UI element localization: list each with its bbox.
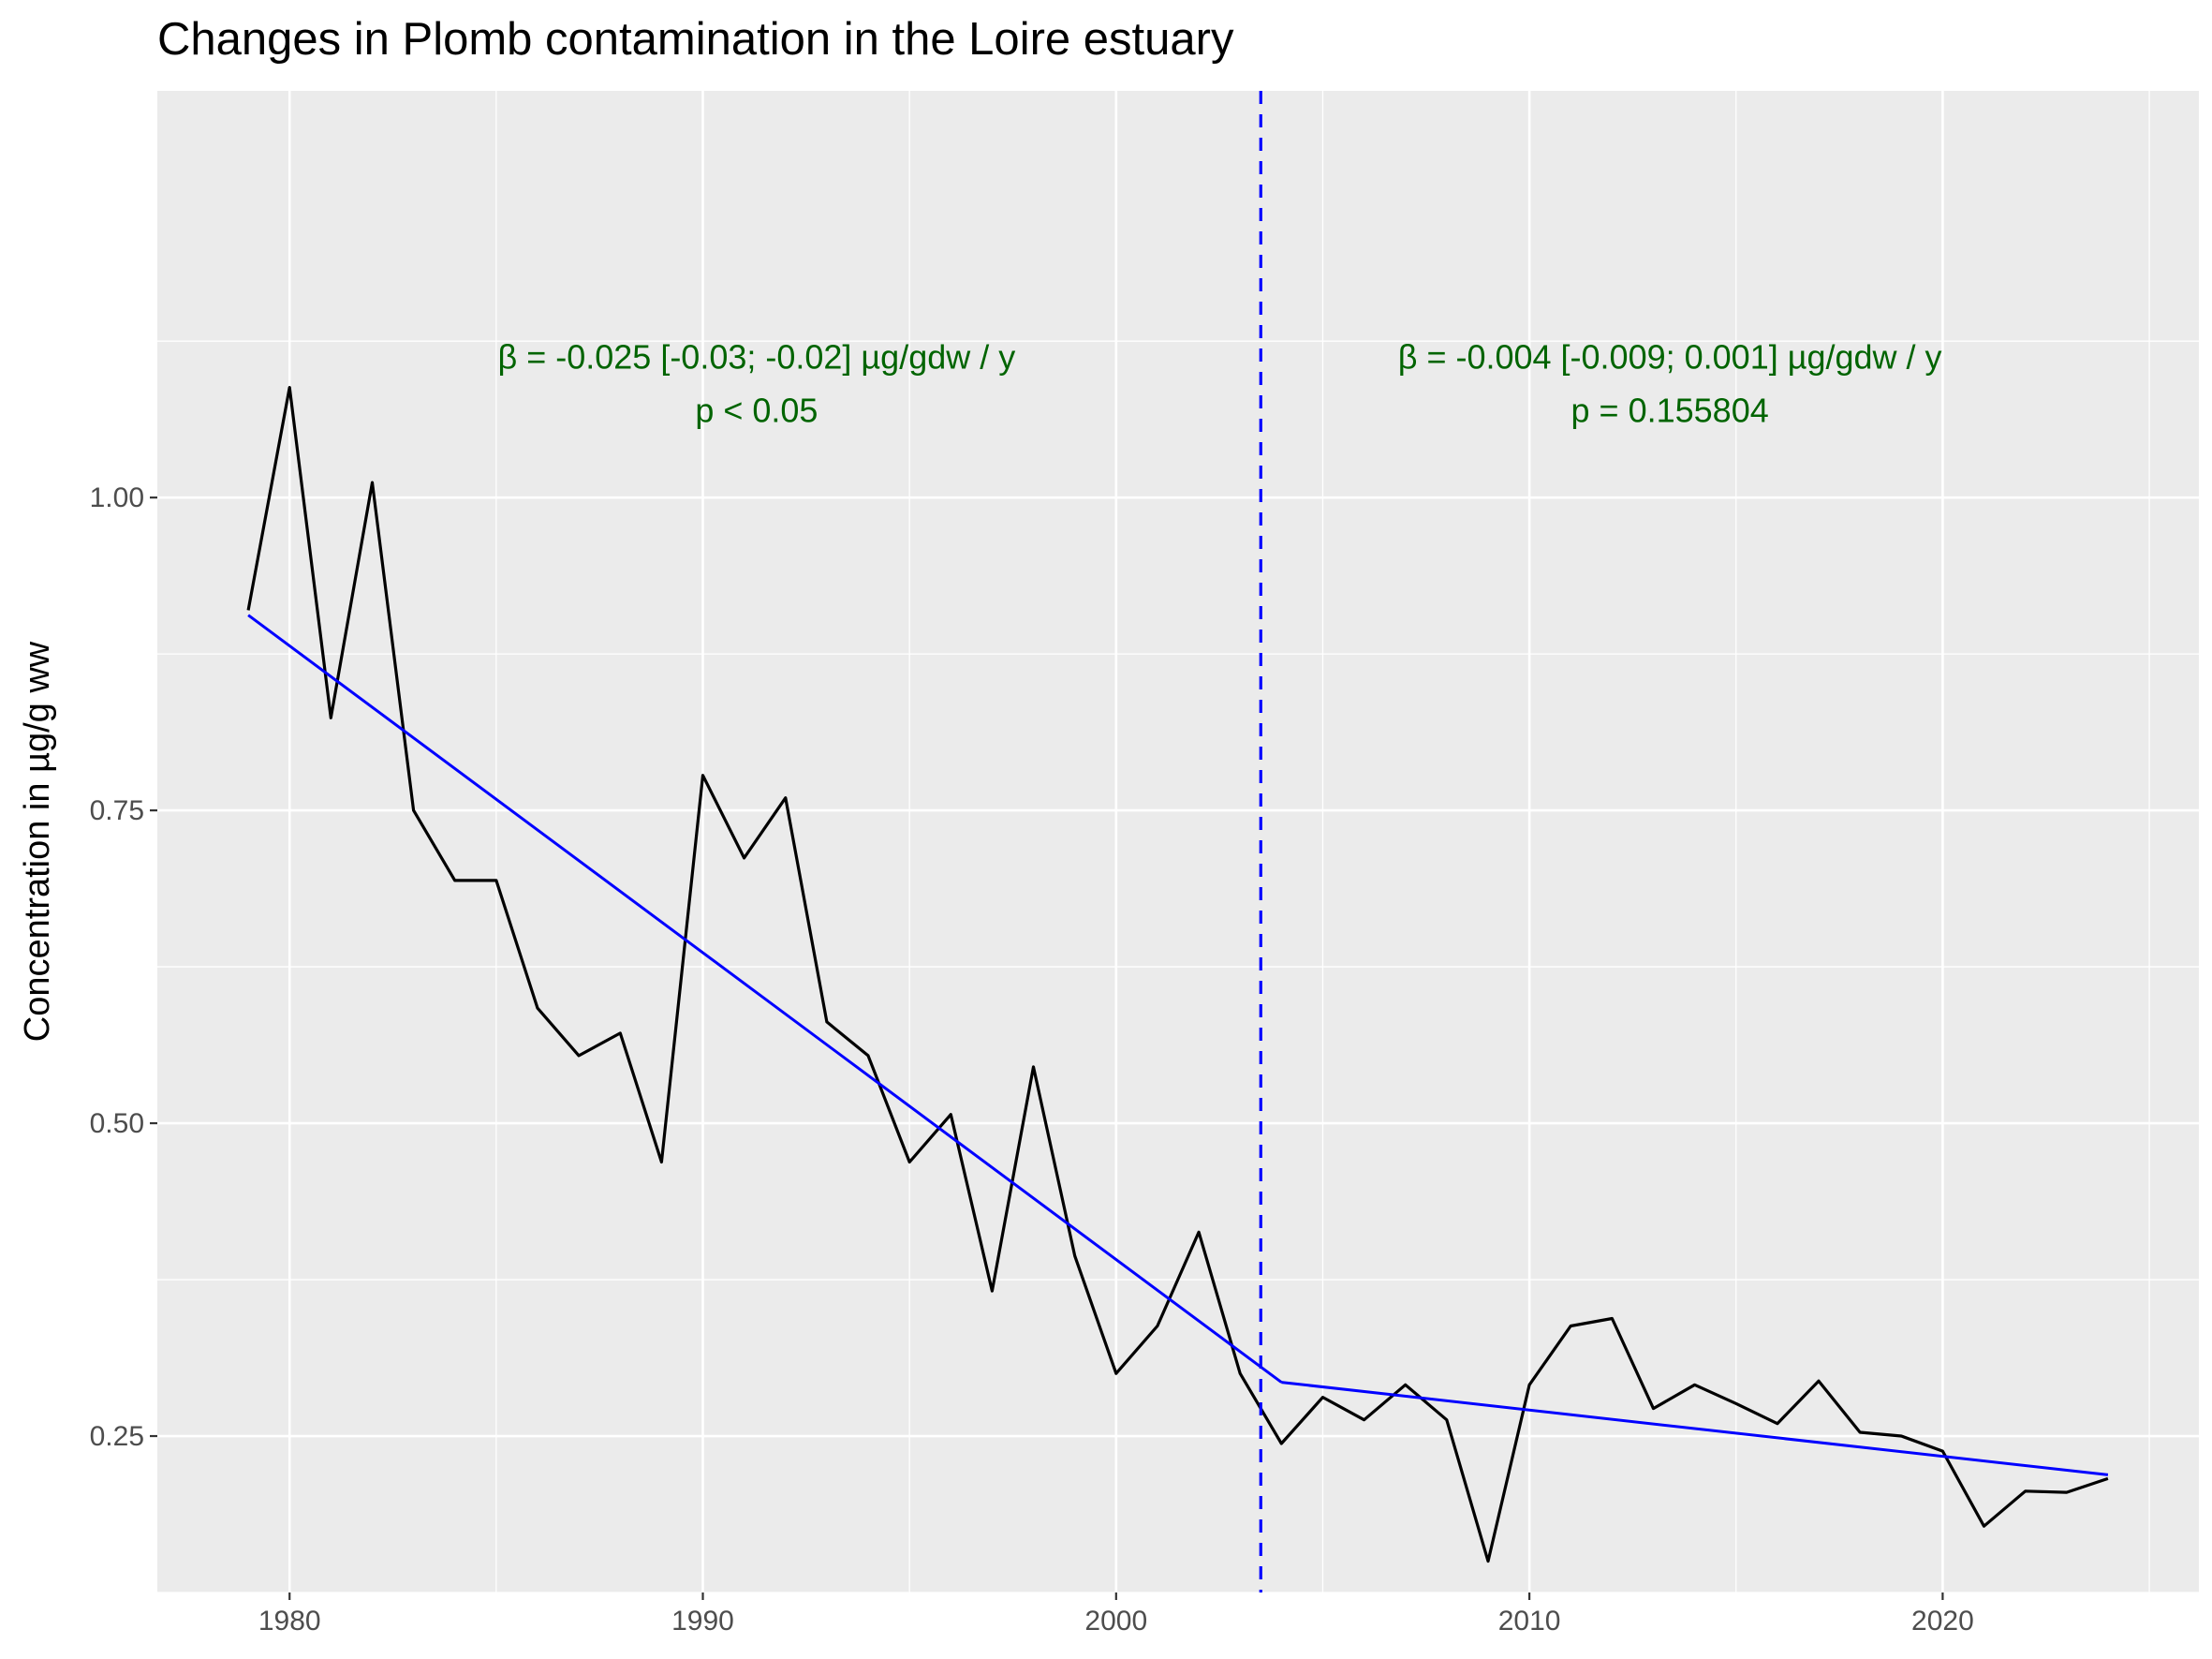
- grid-minor: [157, 91, 2199, 1593]
- annotation-text: β = -0.004 [-0.009; 0.001] µg/gdw / y: [1398, 338, 1942, 377]
- y-tick-label: 0.25: [90, 1421, 144, 1452]
- y-axis-title: Concentration in µg/g ww: [18, 641, 57, 1042]
- trend-line: [1281, 1381, 2109, 1476]
- annotation-text: p = 0.155804: [1571, 392, 1769, 430]
- grid-major: [157, 91, 2199, 1592]
- trend-line: [247, 614, 1283, 1384]
- data-series-line: [246, 386, 2109, 1563]
- x-tick-label: 2020: [1911, 1606, 1974, 1637]
- y-tick-label: 1.00: [90, 482, 144, 513]
- plot-panel: [157, 91, 2199, 1592]
- chart-title: Changes in Plomb contamination in the Lo…: [157, 14, 1234, 65]
- x-tick-label: 1990: [671, 1606, 734, 1637]
- annotation-text: β = -0.025 [-0.03; -0.02] µg/gdw / y: [498, 338, 1016, 377]
- annotation-text: p < 0.05: [695, 392, 818, 430]
- y-tick-label: 0.75: [90, 795, 144, 826]
- annotation-layer: β = -0.025 [-0.03; -0.02] µg/gdw / y p < …: [498, 338, 1942, 430]
- axis-layer: 1980 1990 2000 2010 2020 0.25 0.50 0.75 1.00: [90, 482, 1974, 1637]
- x-tick-label: 2010: [1498, 1606, 1561, 1637]
- data-layer: [246, 91, 2109, 1592]
- x-tick-label: 1980: [258, 1606, 321, 1637]
- y-tick-label: 0.50: [90, 1108, 144, 1139]
- x-tick-label: 2000: [1084, 1606, 1147, 1637]
